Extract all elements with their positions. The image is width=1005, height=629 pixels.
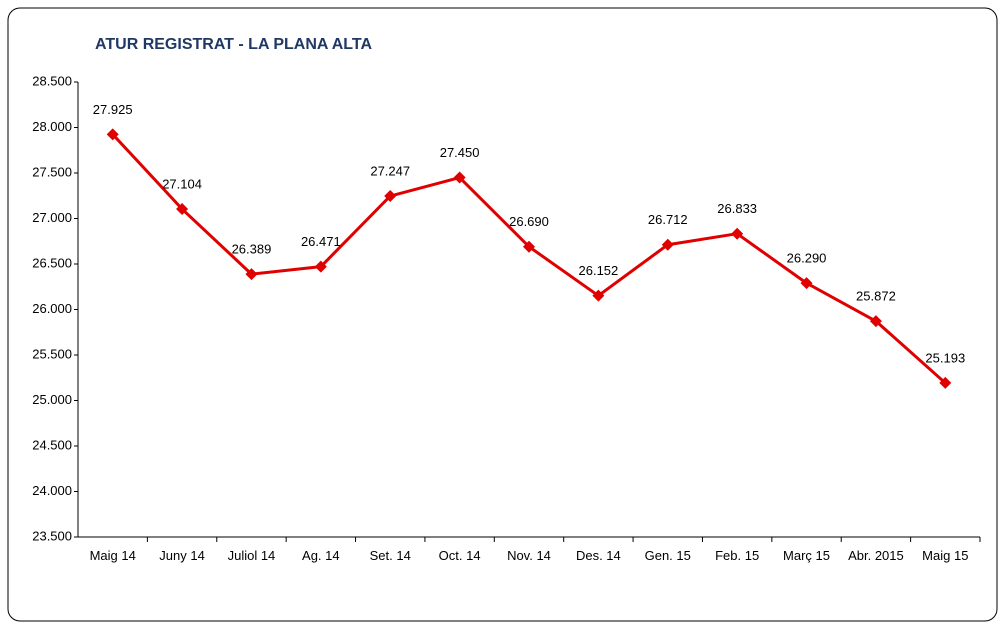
marker — [939, 376, 952, 389]
y-tick-label: 28.000 — [32, 119, 72, 134]
data-label: 26.833 — [717, 201, 757, 216]
y-tick-label: 26.500 — [32, 255, 72, 270]
marker — [800, 277, 813, 290]
y-tick-label: 24.500 — [32, 437, 72, 452]
y-tick-label: 26.000 — [32, 301, 72, 316]
data-label: 27.925 — [93, 102, 133, 117]
marker — [523, 240, 535, 253]
x-tick-label: Oct. 14 — [438, 548, 481, 563]
y-tick-label: 28.500 — [32, 73, 72, 88]
data-label: 26.290 — [787, 251, 827, 266]
marker — [869, 315, 882, 328]
data-label: 26.712 — [648, 212, 688, 227]
y-tick-label: 24.000 — [32, 483, 72, 498]
data-label: 25.872 — [856, 289, 896, 304]
chart-frame — [7, 7, 998, 622]
y-tick-label: 27.000 — [32, 210, 72, 225]
y-tick-label: 25.500 — [32, 346, 72, 361]
data-label: 26.152 — [579, 263, 619, 278]
data-label: 27.450 — [440, 145, 480, 160]
data-label: 27.247 — [370, 163, 410, 178]
x-tick-label: Feb. 15 — [715, 548, 760, 563]
marker — [661, 238, 674, 251]
data-label: 27.104 — [162, 176, 202, 191]
x-tick-label: Des. 14 — [575, 548, 621, 563]
x-tick-label: Juny 14 — [159, 548, 205, 563]
marker — [106, 128, 119, 141]
x-tick-label: Juliol 14 — [227, 548, 276, 563]
marker — [453, 171, 466, 184]
y-tick-label: 25.000 — [32, 392, 72, 407]
data-label: 25.193 — [925, 350, 965, 365]
marker — [245, 268, 258, 281]
y-tick-label: 27.500 — [32, 164, 72, 179]
marker — [176, 203, 189, 216]
x-tick-label: Ag. 14 — [302, 548, 340, 563]
x-tick-label: Abr. 2015 — [848, 548, 904, 563]
marker — [384, 190, 397, 203]
x-tick-label: Set. 14 — [369, 548, 411, 563]
x-tick-label: Maig 15 — [922, 548, 969, 563]
x-tick-label: Maig 14 — [89, 548, 136, 563]
marker — [592, 289, 605, 302]
marker — [314, 260, 327, 273]
marker — [731, 227, 744, 240]
x-tick-label: Gen. 15 — [644, 548, 691, 563]
x-tick-label: Nov. 14 — [507, 548, 551, 563]
data-label: 26.389 — [232, 242, 272, 257]
x-tick-label: Març 15 — [783, 548, 831, 563]
data-label: 26.690 — [509, 214, 549, 229]
data-label: 26.471 — [301, 234, 341, 249]
y-tick-label: 23.500 — [32, 528, 72, 543]
chart-title: ATUR REGISTRAT - LA PLANA ALTA — [95, 36, 372, 53]
